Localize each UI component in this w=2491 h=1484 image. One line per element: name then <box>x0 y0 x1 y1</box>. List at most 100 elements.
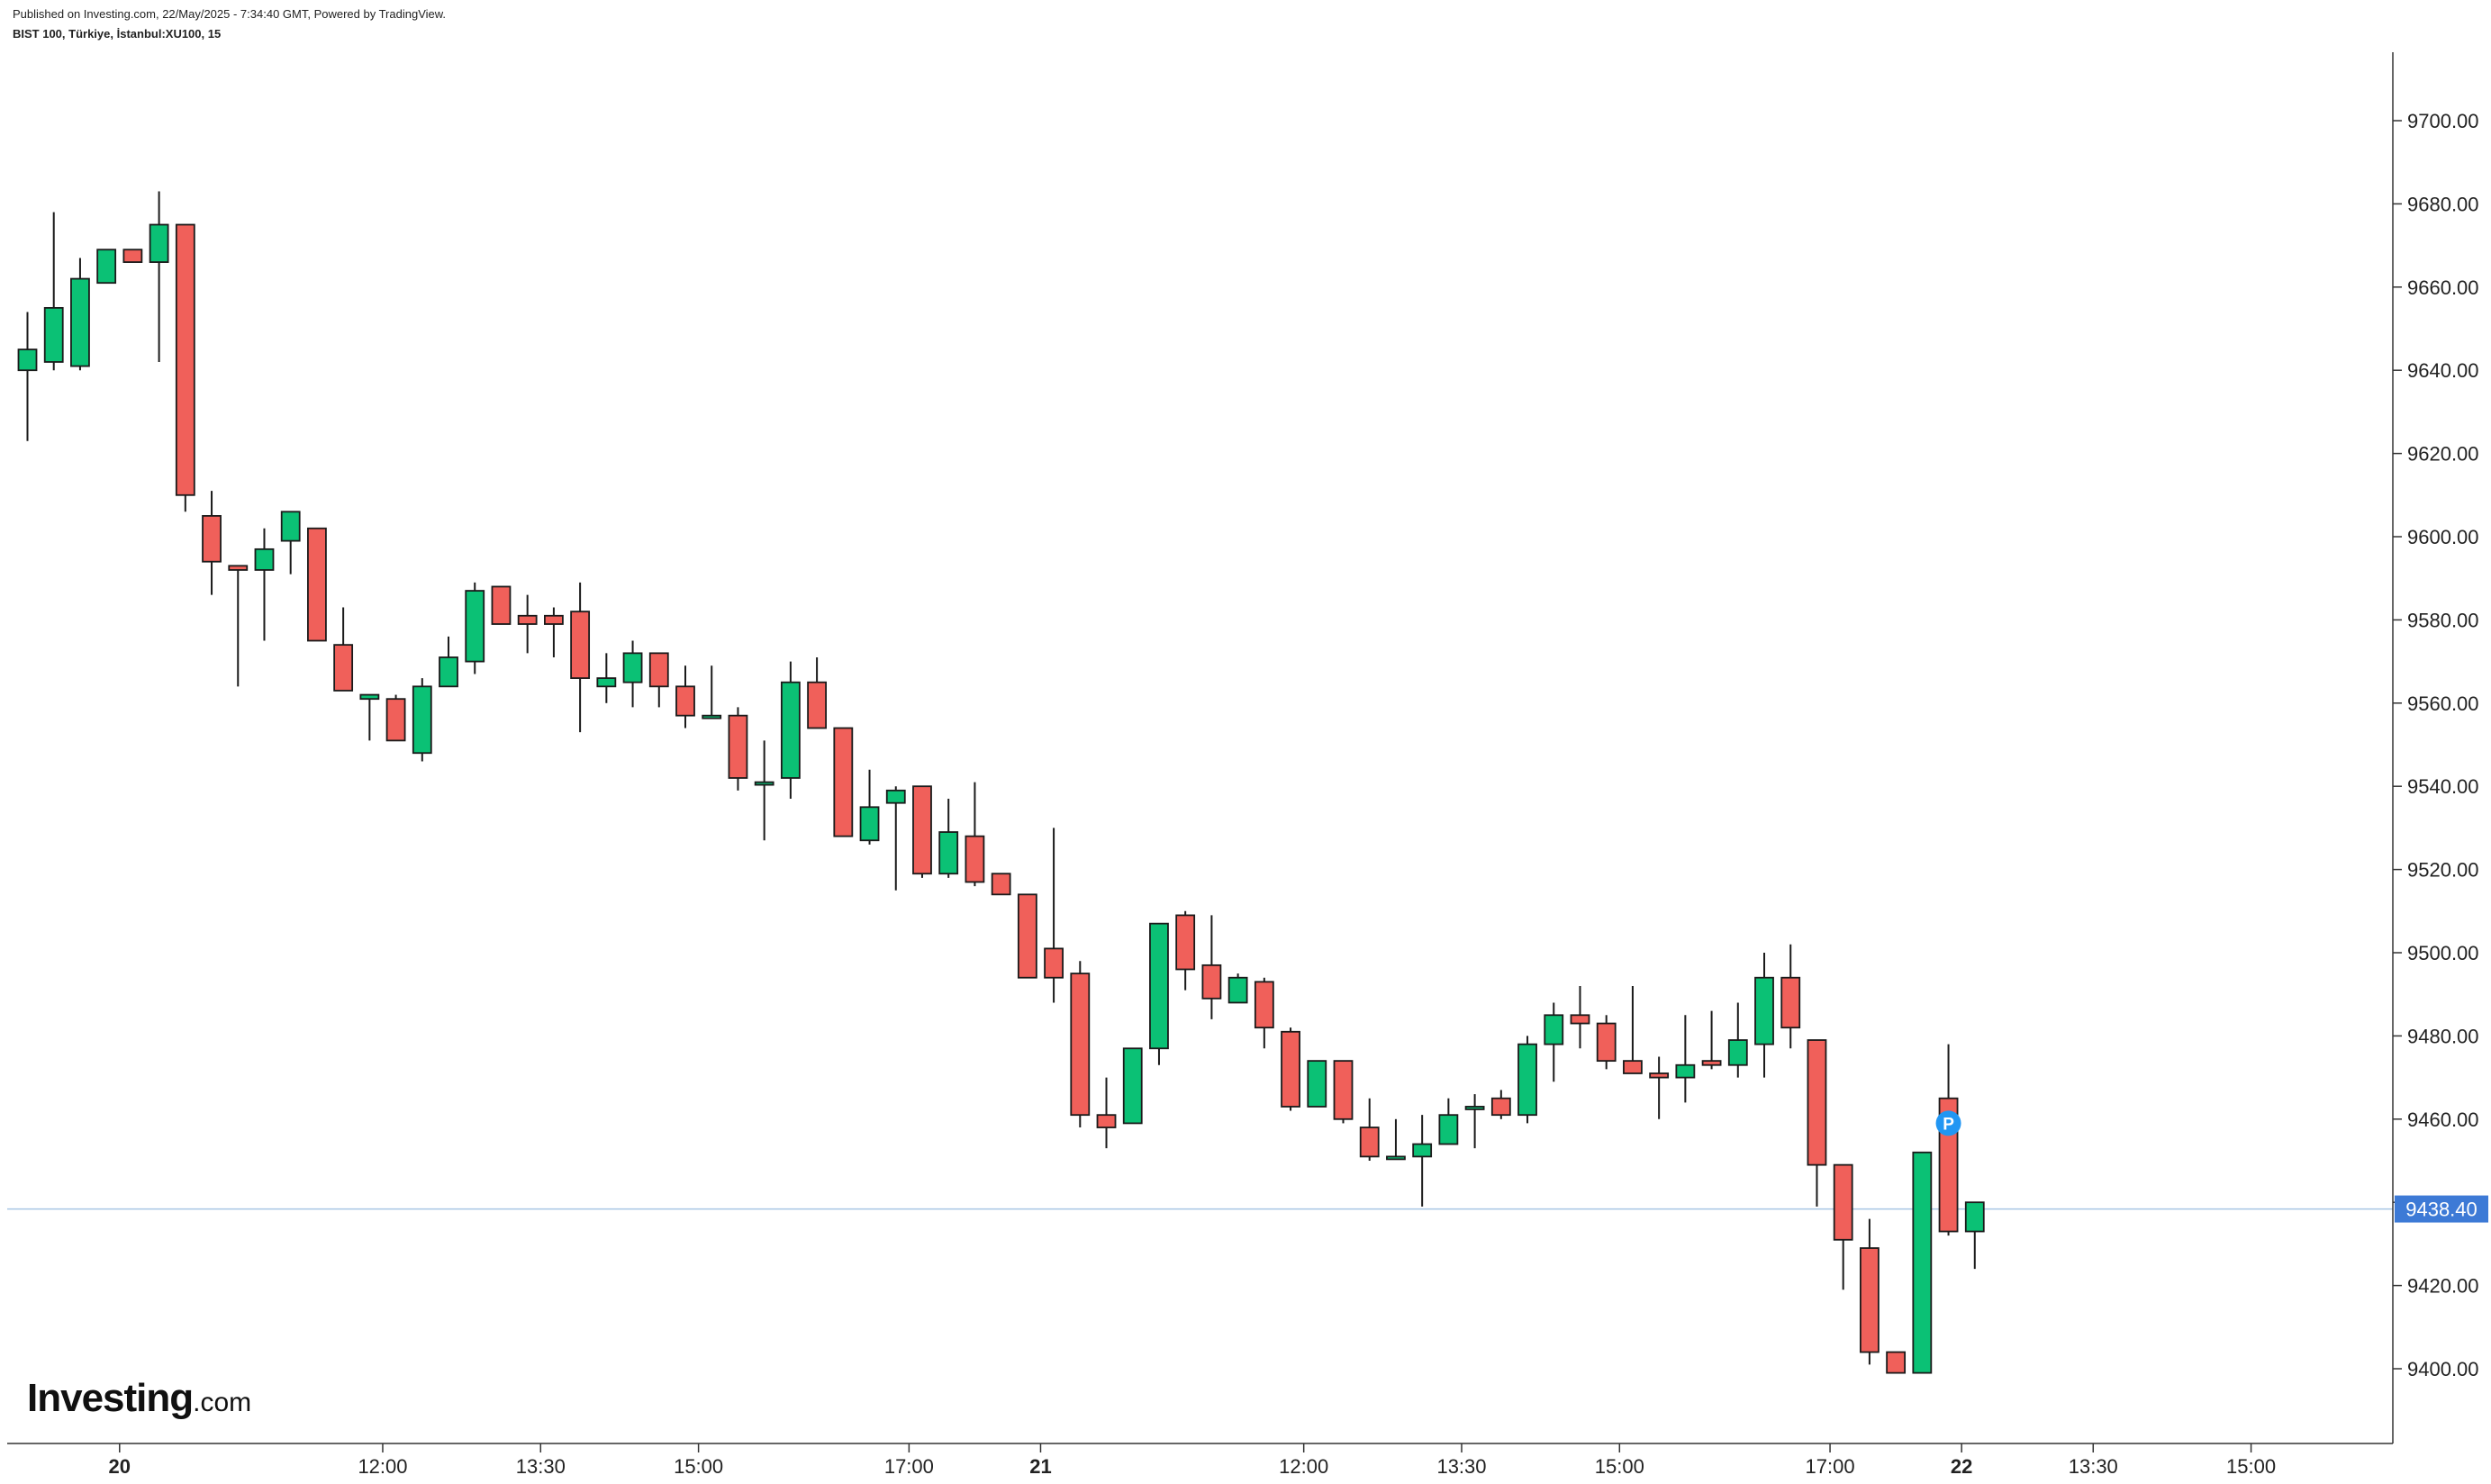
candle <box>1623 985 1643 1074</box>
logo-brand: Investing <box>27 1376 194 1420</box>
candle-body-down <box>228 565 249 571</box>
candle-body-down <box>1359 1127 1380 1158</box>
candle <box>1833 1163 1853 1290</box>
candle-body-down <box>1833 1163 1853 1241</box>
candle <box>596 653 617 703</box>
time-tick-label: 12:00 <box>358 1455 407 1478</box>
candle-body-up <box>412 685 432 755</box>
last-price-badge <box>2395 1195 2488 1223</box>
time-tick-label: 15:00 <box>2226 1455 2276 1478</box>
candle-body-down <box>1859 1247 1880 1353</box>
candle <box>570 582 591 733</box>
candle-body-up <box>96 249 117 285</box>
candle-body-down <box>1044 947 1064 979</box>
candle <box>675 665 695 728</box>
chart-header: Published on Investing.com, 22/May/2025 … <box>0 0 2491 54</box>
candle-body-down <box>1623 1060 1643 1074</box>
candle <box>333 607 354 692</box>
candle-body-up <box>885 789 906 804</box>
price-tick-label: 9580.00 <box>2407 609 2479 631</box>
candle <box>1544 1002 1564 1082</box>
candle <box>491 585 512 625</box>
candle <box>96 249 117 285</box>
candle <box>1438 1098 1459 1145</box>
candle-body-down <box>833 727 854 837</box>
candle-body-down <box>1701 1060 1722 1066</box>
candle-body-down <box>912 785 932 875</box>
candle <box>43 212 64 371</box>
candle <box>1701 1010 1722 1070</box>
candle-body-up <box>1675 1063 1696 1079</box>
time-axis[interactable]: 20 12:00 13:30 15:00 17:00 21 12:00 13:30 15:00 1… <box>7 1443 2393 1478</box>
candle <box>1122 1047 1143 1125</box>
candle <box>1333 1060 1354 1124</box>
candle <box>1149 922 1169 1065</box>
candle <box>1517 1036 1537 1124</box>
time-tick-label: 15:00 <box>1595 1455 1644 1478</box>
time-tick-label: 13:30 <box>2069 1455 2118 1478</box>
candle <box>1281 1027 1300 1111</box>
candle <box>1096 1077 1117 1149</box>
price-tick-label: 9480.00 <box>2407 1025 2479 1047</box>
candle <box>912 785 932 878</box>
candle <box>385 694 406 742</box>
logo-tld: .com <box>193 1388 252 1417</box>
candle <box>1886 1351 1907 1374</box>
candle-body-up <box>1438 1114 1459 1145</box>
candle <box>1412 1115 1433 1207</box>
candle-body-up <box>1227 976 1248 1004</box>
candle-body-down <box>175 223 195 496</box>
candle <box>1964 1201 1985 1270</box>
candle-body-down <box>517 614 538 625</box>
price-tick-label: 9640.00 <box>2407 359 2479 382</box>
candle <box>1727 1002 1748 1078</box>
time-tick-label: 17:00 <box>884 1455 934 1478</box>
candle <box>833 727 854 837</box>
price-axis[interactable]: 9400.00 9420.00 9460.00 9480.00 9500.00 9520.… <box>2392 52 2488 1443</box>
candle-body-down <box>728 714 748 779</box>
candle <box>938 799 959 878</box>
candle <box>1386 1118 1406 1161</box>
candle-body-up <box>780 681 801 779</box>
candle-body-up <box>859 806 880 842</box>
price-tick-label: 9420.00 <box>2407 1275 2479 1298</box>
candle-body-down <box>1596 1022 1617 1063</box>
candle <box>728 707 748 791</box>
pattern-marker-icon[interactable] <box>1935 1110 1961 1136</box>
candle-body-up <box>359 693 380 701</box>
candle-body-up <box>1964 1201 1985 1233</box>
time-tick-label: 15:00 <box>674 1455 723 1478</box>
candle <box>175 223 195 512</box>
candle-body-down <box>202 515 222 563</box>
candle <box>1807 1039 1827 1207</box>
candle-body-down <box>1175 914 1196 971</box>
candle-body-down <box>1254 981 1274 1029</box>
price-tick-label: 9520.00 <box>2407 859 2479 882</box>
candle <box>1307 1060 1327 1108</box>
price-tick-label: 9560.00 <box>2407 692 2479 715</box>
candle-body-down <box>307 527 327 642</box>
time-tick-label: 13:30 <box>516 1455 566 1478</box>
candle <box>1254 977 1274 1049</box>
candle <box>1044 828 1064 1003</box>
candle-body-up <box>1727 1039 1748 1066</box>
candle-body-up <box>1122 1047 1143 1125</box>
candle-body-up <box>280 511 301 542</box>
candle <box>1359 1098 1380 1161</box>
candle-body-up <box>702 714 722 719</box>
candle <box>412 678 432 762</box>
candle <box>122 249 143 263</box>
time-tick-label: 20 <box>109 1455 131 1478</box>
candle-body-up <box>1912 1151 1933 1374</box>
candle-body-up <box>17 348 38 372</box>
candle <box>622 640 643 708</box>
candles-layer <box>17 191 1985 1374</box>
candle <box>754 740 774 841</box>
time-tick-label: 17:00 <box>1806 1455 1855 1478</box>
price-tick-label: 9680.00 <box>2407 193 2479 215</box>
candle-body-up <box>149 223 169 263</box>
candle <box>965 782 985 887</box>
candle <box>859 769 880 845</box>
candle-body-up <box>1149 922 1169 1050</box>
